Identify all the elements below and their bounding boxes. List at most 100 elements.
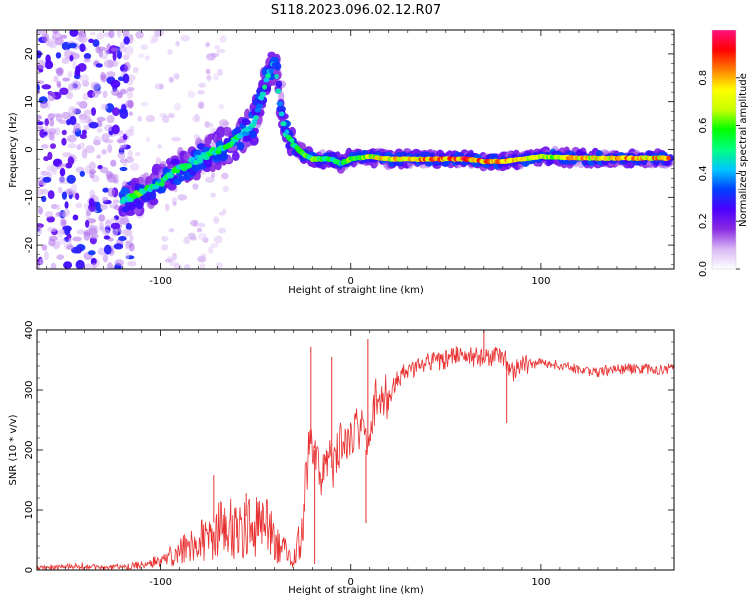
spectral-blob (75, 259, 85, 269)
spectral-blob (61, 191, 68, 200)
spectral-blob (61, 57, 70, 64)
spectral-blob (66, 91, 74, 100)
spectral-blob (135, 30, 144, 39)
spectral-blob (210, 192, 216, 198)
spectral-blob (50, 133, 56, 142)
x-tick-label: 0 (348, 276, 354, 287)
spectral-blob (40, 170, 49, 176)
spectral-blob (96, 127, 103, 133)
spectral-blob (90, 107, 97, 116)
spectral-blob (198, 82, 207, 88)
snr-axes: -100 0 100 0 100 200 300 400 (24, 320, 675, 588)
spectral-blob (209, 163, 217, 173)
colorbar: 0.0 0.2 0.4 0.6 0.8 Normalized spectral ampl… (698, 29, 749, 277)
spectral-blob (66, 134, 77, 143)
spectral-blob (284, 129, 290, 135)
spectral-blob (47, 91, 56, 102)
spectral-blob (72, 236, 82, 242)
spectral-blob (122, 229, 132, 237)
spectral-blob (83, 124, 91, 131)
x-tick-label: 100 (531, 276, 550, 287)
snr-xlabel: Height of straight line (km) (288, 585, 424, 596)
spectral-blob (54, 37, 64, 46)
spectral-blob (114, 259, 124, 266)
spectral-blob (96, 116, 106, 122)
spectral-blob (119, 45, 127, 53)
spectral-blob (66, 244, 75, 250)
spectral-blob (97, 46, 107, 52)
spectral-blob (125, 240, 131, 245)
spectral-blob (83, 52, 92, 60)
spectral-blob (78, 35, 88, 43)
spectral-blob (169, 261, 179, 267)
spectral-blob (262, 84, 267, 90)
spectral-blob (120, 187, 130, 196)
spectral-blob (159, 161, 167, 168)
spectral-blob (45, 54, 51, 64)
spectral-blob (278, 111, 285, 117)
spectral-blob (47, 40, 58, 49)
spectral-blob (124, 156, 135, 164)
spectral-blob (111, 124, 120, 135)
spectral-blob (140, 101, 149, 107)
spectral-blob (259, 91, 267, 97)
spectral-blob (56, 254, 65, 260)
x-tick-label: -100 (149, 577, 172, 588)
spectral-blob (95, 63, 103, 68)
spectral-blob (101, 196, 108, 203)
spectral-blob (219, 34, 227, 43)
spectral-blob (56, 67, 64, 77)
spectral-blob (67, 143, 77, 149)
spectral-blob (102, 187, 109, 193)
spectral-blob (213, 216, 220, 225)
spectral-blob (56, 80, 62, 87)
spectral-blob (59, 87, 69, 95)
spectral-blob (127, 260, 137, 267)
spectrogram-xlabel: Height of straight line (km) (288, 285, 424, 296)
spectral-blob (57, 231, 64, 238)
spectral-blob (177, 194, 188, 201)
spectral-blob (171, 197, 178, 204)
spectral-blob (37, 59, 46, 70)
spectral-blob (116, 50, 123, 60)
spectral-blob (93, 136, 102, 145)
spectral-blob (198, 232, 207, 241)
spectral-blob (99, 226, 106, 232)
spectral-blob (58, 176, 66, 185)
spectral-blob (62, 77, 71, 82)
spectral-blob (37, 54, 42, 59)
spectral-blob (206, 53, 216, 61)
spectral-blob (253, 114, 259, 121)
spectral-blob (69, 30, 79, 37)
spectral-blob (124, 45, 134, 56)
spectral-blob (59, 167, 66, 177)
spectral-blob (149, 190, 157, 200)
spectral-blob (95, 201, 101, 212)
spectral-blob (132, 66, 139, 74)
spectral-blob (123, 36, 130, 45)
spectral-blob (117, 152, 126, 160)
spectral-blob (103, 59, 114, 69)
spectral-blob (57, 237, 66, 245)
spectral-blob (100, 103, 109, 111)
spectral-blob (222, 121, 230, 127)
spectral-blob (113, 173, 119, 182)
spectral-blob (276, 101, 284, 107)
spectral-blob (96, 154, 102, 160)
spectral-blob (58, 163, 67, 168)
spectral-blob (55, 204, 61, 210)
spectral-blob (214, 44, 220, 50)
spectral-blob (110, 217, 117, 222)
spectral-blob (50, 262, 57, 269)
spectral-blob (140, 44, 149, 51)
spectral-blob (79, 142, 85, 150)
spectral-blob (217, 68, 224, 76)
spectral-blob (255, 103, 264, 109)
spectral-blob (61, 129, 67, 136)
x-tick-label: -100 (149, 276, 172, 287)
spectral-blob (44, 118, 50, 126)
spectral-blob (67, 83, 74, 91)
y-tick-label: -10 (24, 189, 35, 205)
spectral-blob (127, 100, 134, 109)
spectral-blob (64, 48, 69, 57)
